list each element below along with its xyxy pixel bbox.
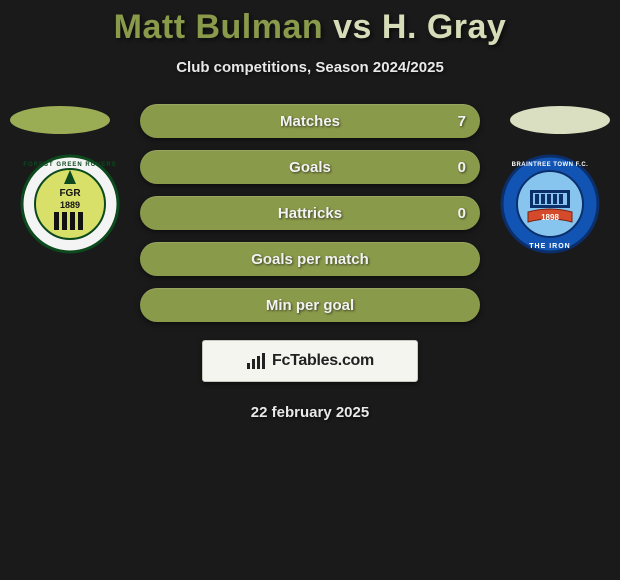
stat-row-hattricks: Hattricks 0 [140, 196, 480, 230]
player-right-name: H. Gray [382, 8, 506, 46]
player-right-marker [510, 106, 610, 134]
stat-row-goals-per-match: Goals per match [140, 242, 480, 276]
club-badge-right: 1898 THE IRON BRAINTREE TOWN F.C. [500, 154, 600, 254]
braintree-town-badge-icon: 1898 THE IRON BRAINTREE TOWN F.C. [500, 154, 600, 254]
svg-text:FOREST GREEN ROVERS: FOREST GREEN ROVERS [23, 162, 116, 168]
stat-right-value: 0 [458, 205, 466, 222]
bar-chart-icon [246, 352, 266, 370]
svg-text:FGR: FGR [59, 188, 81, 199]
subtitle: Club competitions, Season 2024/2025 [0, 59, 620, 76]
forest-green-rovers-badge-icon: FGR 1889 FOREST GREEN ROVERS [20, 154, 120, 254]
stat-label: Matches [280, 113, 340, 130]
stat-label: Goals [289, 159, 331, 176]
stat-row-matches: Matches 7 [140, 104, 480, 138]
stats-section: FGR 1889 FOREST GREEN ROVERS 1898 THE [0, 104, 620, 421]
comparison-date: 22 february 2025 [0, 404, 620, 421]
svg-text:1898: 1898 [541, 213, 559, 222]
svg-text:BRAINTREE TOWN F.C.: BRAINTREE TOWN F.C. [512, 162, 589, 168]
svg-text:1889: 1889 [60, 200, 80, 210]
stat-row-goals: Goals 0 [140, 150, 480, 184]
comparison-title: Matt Bulman vs H. Gray [0, 0, 620, 47]
stat-rows: Matches 7 Goals 0 Hattricks 0 Goals per … [140, 104, 480, 322]
stat-label: Min per goal [266, 297, 354, 314]
stat-row-min-per-goal: Min per goal [140, 288, 480, 322]
player-left-name: Matt Bulman [114, 8, 324, 46]
stat-right-value: 7 [458, 113, 466, 130]
stat-right-value: 0 [458, 159, 466, 176]
branding-box: FcTables.com [202, 340, 418, 382]
stat-label: Goals per match [251, 251, 369, 268]
vs-separator: vs [333, 8, 372, 46]
branding-text: FcTables.com [272, 352, 374, 370]
svg-text:THE IRON: THE IRON [529, 243, 570, 250]
stat-label: Hattricks [278, 205, 342, 222]
club-badge-left: FGR 1889 FOREST GREEN ROVERS [20, 154, 120, 254]
player-left-marker [10, 106, 110, 134]
